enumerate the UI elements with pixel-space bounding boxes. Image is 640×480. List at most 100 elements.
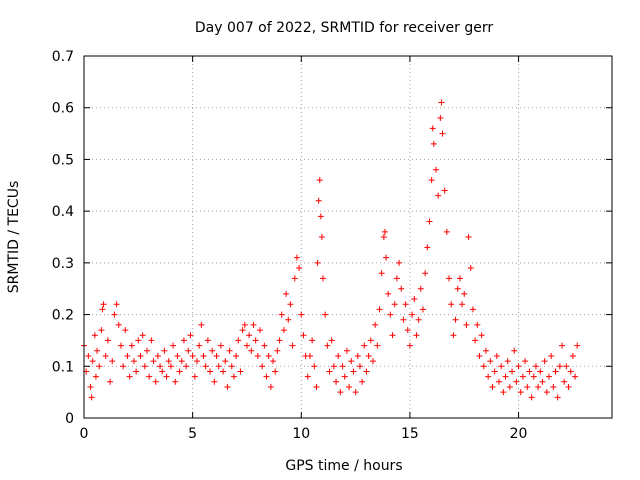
data-point xyxy=(485,373,492,380)
data-point xyxy=(541,358,548,365)
data-point xyxy=(91,332,98,339)
data-point xyxy=(154,352,161,359)
data-point xyxy=(346,383,353,390)
data-point xyxy=(389,332,396,339)
chart-title: Day 007 of 2022, SRMTID for receiver ger… xyxy=(195,20,493,36)
data-point xyxy=(385,290,392,297)
data-point xyxy=(248,347,255,354)
data-point xyxy=(87,383,94,390)
data-point xyxy=(506,383,513,390)
data-point xyxy=(482,347,489,354)
data-point xyxy=(130,358,137,365)
data-point xyxy=(280,327,287,334)
data-points-layer xyxy=(81,99,581,401)
data-point xyxy=(163,373,170,380)
data-point xyxy=(400,316,407,323)
data-point xyxy=(359,378,366,385)
x-tick-label: 15 xyxy=(401,426,419,442)
data-point xyxy=(104,337,111,344)
x-tick-label: 10 xyxy=(292,426,310,442)
data-point xyxy=(267,383,274,390)
data-point xyxy=(391,301,398,308)
data-point xyxy=(228,363,235,370)
data-point xyxy=(504,358,511,365)
data-point xyxy=(530,373,537,380)
data-point xyxy=(204,337,211,344)
data-point xyxy=(320,275,327,282)
data-point xyxy=(315,197,322,204)
data-point xyxy=(341,373,348,380)
data-point xyxy=(120,363,127,370)
data-point xyxy=(306,352,313,359)
data-point xyxy=(456,275,463,282)
data-point xyxy=(180,337,187,344)
data-point xyxy=(522,358,529,365)
data-point xyxy=(556,363,563,370)
data-point xyxy=(419,306,426,313)
data-point xyxy=(450,332,457,339)
data-point xyxy=(226,347,233,354)
data-point xyxy=(102,352,109,359)
x-tick-label: 0 xyxy=(80,426,89,442)
data-point xyxy=(233,352,240,359)
data-point xyxy=(406,342,413,349)
x-tick-label: 5 xyxy=(188,426,197,442)
data-point xyxy=(352,389,359,396)
data-point xyxy=(438,99,445,106)
data-point xyxy=(89,358,96,365)
data-point xyxy=(178,358,185,365)
data-point xyxy=(448,301,455,308)
y-tick-label: 0.5 xyxy=(52,152,74,168)
data-point xyxy=(316,177,323,184)
y-tick-label: 0 xyxy=(65,411,74,427)
data-point xyxy=(417,285,424,292)
data-point xyxy=(369,358,376,365)
data-point xyxy=(545,373,552,380)
data-point xyxy=(532,363,539,370)
data-point xyxy=(313,383,320,390)
data-point xyxy=(144,347,151,354)
data-point xyxy=(387,311,394,318)
data-point xyxy=(202,363,209,370)
data-point xyxy=(96,363,103,370)
data-point xyxy=(128,342,135,349)
data-point xyxy=(296,265,303,272)
data-point xyxy=(433,166,439,173)
data-point xyxy=(85,352,92,359)
data-point xyxy=(241,321,248,328)
data-point xyxy=(88,394,95,401)
data-point xyxy=(409,311,416,318)
data-point xyxy=(293,254,300,261)
data-point xyxy=(124,352,131,359)
data-point xyxy=(374,342,381,349)
data-point xyxy=(117,342,124,349)
data-point xyxy=(422,270,429,277)
data-point xyxy=(396,259,403,266)
data-point xyxy=(215,363,222,370)
data-point xyxy=(298,311,305,318)
data-point xyxy=(393,275,400,282)
data-point xyxy=(365,352,372,359)
data-point xyxy=(159,368,166,375)
data-point xyxy=(439,130,446,137)
data-point xyxy=(480,363,487,370)
data-point xyxy=(452,316,459,323)
data-point xyxy=(437,115,444,122)
data-point xyxy=(565,383,572,390)
data-point xyxy=(335,352,342,359)
data-point xyxy=(237,368,244,375)
data-point xyxy=(314,259,321,266)
data-point xyxy=(476,352,483,359)
y-tick-label: 0.4 xyxy=(52,204,74,220)
data-point xyxy=(469,306,476,313)
data-point xyxy=(285,316,292,323)
data-point xyxy=(333,378,340,385)
data-point xyxy=(187,332,194,339)
data-point xyxy=(196,342,203,349)
data-point xyxy=(207,368,214,375)
data-point xyxy=(304,373,311,380)
data-point xyxy=(289,342,296,349)
data-point xyxy=(137,352,144,359)
data-point xyxy=(550,383,557,390)
data-point xyxy=(472,337,479,344)
